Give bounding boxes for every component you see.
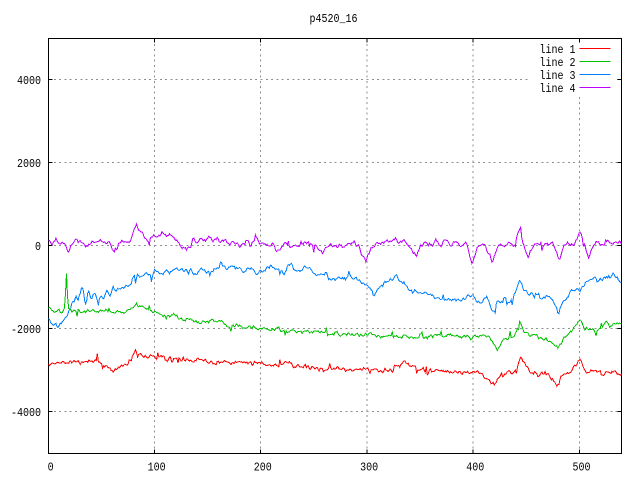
svg-text:line 2: line 2 bbox=[540, 56, 576, 70]
svg-text:-2000: -2000 bbox=[11, 323, 41, 337]
svg-text:300: 300 bbox=[360, 461, 378, 475]
svg-text:line 4: line 4 bbox=[540, 82, 576, 96]
svg-text:line 1: line 1 bbox=[540, 43, 576, 57]
svg-text:-4000: -4000 bbox=[11, 406, 41, 420]
svg-text:0: 0 bbox=[48, 461, 54, 475]
svg-text:400: 400 bbox=[466, 461, 484, 475]
svg-text:100: 100 bbox=[148, 461, 166, 475]
svg-text:500: 500 bbox=[573, 461, 591, 475]
svg-text:4000: 4000 bbox=[17, 74, 41, 88]
svg-text:0: 0 bbox=[35, 240, 41, 254]
svg-text:200: 200 bbox=[254, 461, 272, 475]
svg-text:p4520_16: p4520_16 bbox=[310, 12, 358, 26]
svg-text:2000: 2000 bbox=[17, 157, 41, 171]
svg-text:line 3: line 3 bbox=[540, 69, 576, 83]
